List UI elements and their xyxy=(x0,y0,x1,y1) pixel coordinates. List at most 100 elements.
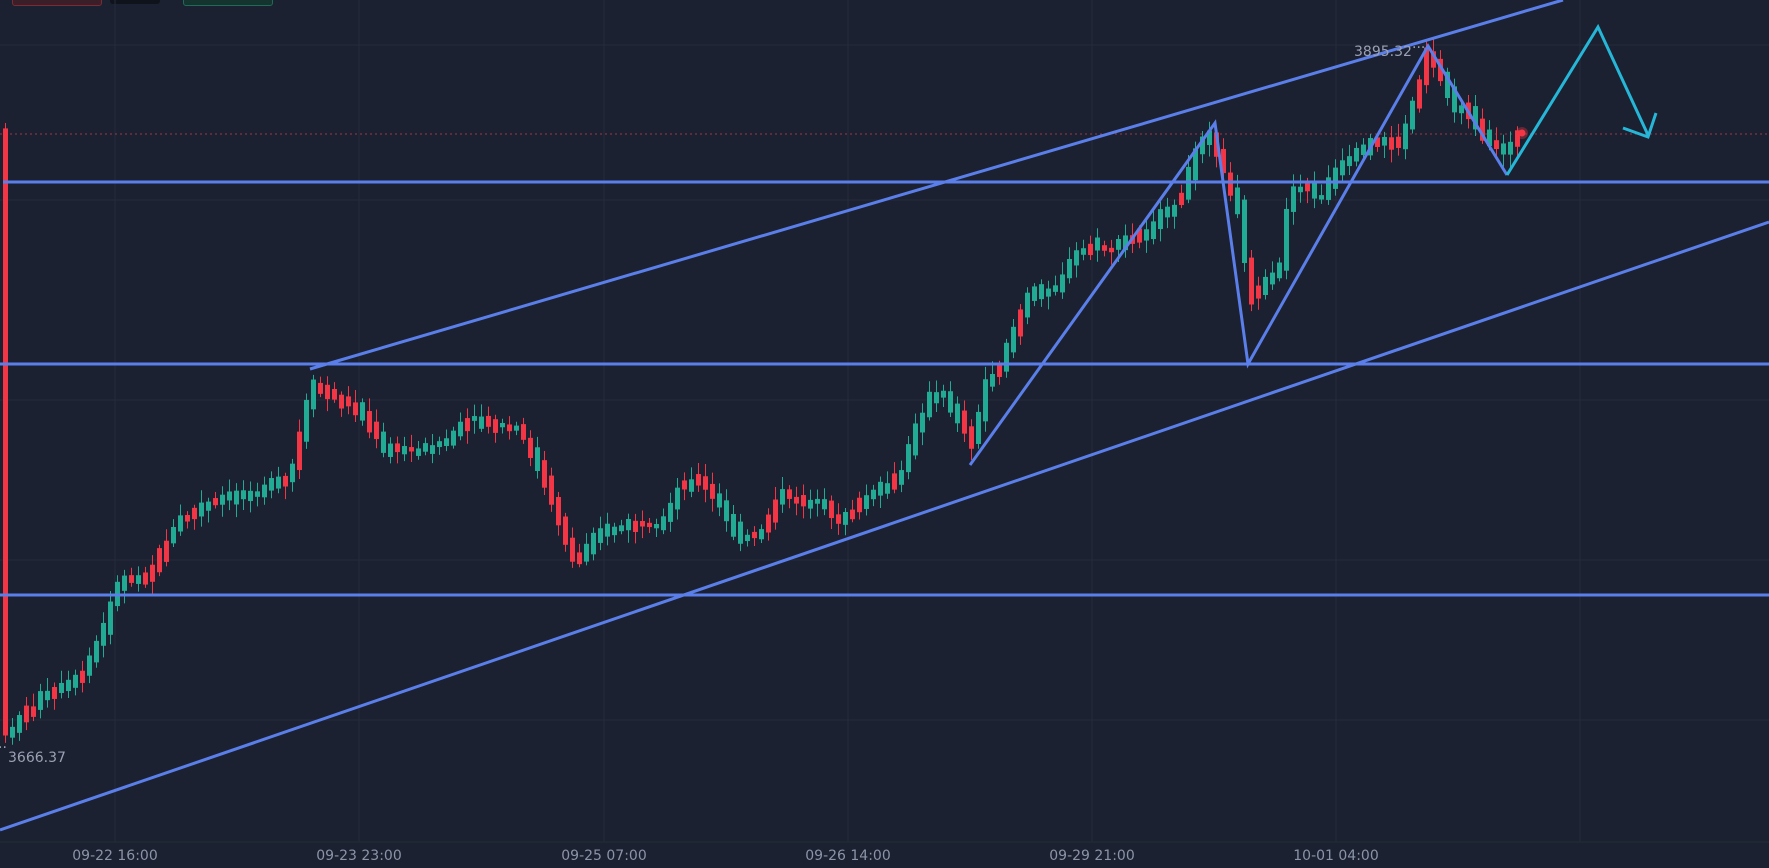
time-axis-label: 09-29 21:00 xyxy=(1049,848,1134,864)
candle-body xyxy=(850,509,855,520)
candle-body xyxy=(444,438,449,447)
candle-body xyxy=(990,373,995,387)
candle-body xyxy=(157,548,162,573)
candle-body xyxy=(353,402,358,416)
candle-body xyxy=(87,655,92,676)
candle-body xyxy=(1389,137,1394,150)
candle-body xyxy=(437,441,442,448)
top-button-buy[interactable] xyxy=(183,0,273,6)
candle-body xyxy=(640,520,645,527)
zigzag-pattern[interactable] xyxy=(968,43,1509,466)
low-price-marker: ·· xyxy=(0,740,7,756)
candle-body xyxy=(430,445,435,454)
candle-body xyxy=(934,392,939,404)
candle-body xyxy=(759,529,764,540)
candle-body xyxy=(360,402,365,421)
candle-body xyxy=(1312,182,1317,199)
candle-body xyxy=(549,475,554,505)
candle-body xyxy=(178,515,183,532)
candle-body xyxy=(339,394,344,409)
channel-upper-trendline[interactable] xyxy=(309,0,1564,371)
candle-body xyxy=(52,686,57,699)
candle-body xyxy=(1403,123,1408,150)
candle-body xyxy=(150,564,155,582)
candle-body xyxy=(1291,186,1296,212)
candle-body xyxy=(857,497,862,513)
candle-body xyxy=(710,483,715,499)
candle-body xyxy=(423,443,428,452)
candle-body xyxy=(1039,284,1044,300)
candle-body xyxy=(738,521,743,544)
candle-body xyxy=(1333,167,1338,189)
candle-body xyxy=(80,670,85,683)
candle-body xyxy=(794,496,799,504)
channel-lower-trendline[interactable] xyxy=(0,220,1769,832)
candle-body xyxy=(10,726,15,738)
candle-body xyxy=(563,516,568,545)
candle-body xyxy=(675,487,680,510)
projection-arrow-head xyxy=(1622,112,1658,139)
candle-body xyxy=(206,501,211,511)
candle-body xyxy=(1340,160,1345,176)
candle-body xyxy=(192,507,197,520)
candle-body xyxy=(234,490,239,505)
chart-grid xyxy=(0,0,1769,842)
candle-body xyxy=(283,475,288,487)
candle-body xyxy=(1326,177,1331,200)
candle-body xyxy=(948,391,953,413)
top-button-sell[interactable] xyxy=(12,0,102,6)
candle-body xyxy=(892,473,897,490)
candle-body xyxy=(171,527,176,544)
candle-body xyxy=(248,490,253,502)
time-axis-label: 09-25 07:00 xyxy=(561,848,646,864)
time-axis-label: 10-01 04:00 xyxy=(1293,848,1378,864)
candle-body xyxy=(1256,285,1261,299)
candle-body xyxy=(122,575,127,591)
candle-body xyxy=(402,446,407,455)
candle-body xyxy=(766,514,771,533)
candle-body xyxy=(1347,156,1352,167)
candle-body xyxy=(17,715,22,733)
candle-body xyxy=(528,437,533,458)
candle-body xyxy=(1410,100,1415,130)
candle-body xyxy=(878,481,883,496)
candle-body xyxy=(997,364,1002,377)
candle-body xyxy=(1158,209,1163,230)
candle-body xyxy=(101,622,106,646)
candle-body xyxy=(689,479,694,492)
candle-body xyxy=(66,679,71,692)
candle-body xyxy=(1025,292,1030,318)
candle-body xyxy=(465,418,470,432)
candle-body xyxy=(458,421,463,437)
candle-body xyxy=(332,388,337,400)
candle-body xyxy=(1053,285,1058,292)
low-price-label: 3666.37 xyxy=(8,750,66,766)
projection-path[interactable] xyxy=(1505,23,1650,176)
candle-body xyxy=(1284,208,1289,271)
candle-body xyxy=(325,384,330,400)
candle-body xyxy=(1263,276,1268,295)
candle-body xyxy=(1221,148,1226,174)
candle-body xyxy=(1151,221,1156,240)
high-price-label: 3895.32 xyxy=(1354,44,1412,60)
candle-body xyxy=(493,419,498,433)
candle-body xyxy=(976,411,981,444)
candle-body xyxy=(395,443,400,453)
time-axis-label: 09-22 16:00 xyxy=(72,848,157,864)
candle-body xyxy=(556,497,561,526)
candle-body xyxy=(542,460,547,488)
candle-body xyxy=(24,705,29,723)
candle-body xyxy=(1242,199,1247,264)
candle-body xyxy=(1011,326,1016,353)
candle-body xyxy=(913,423,918,456)
candle-body xyxy=(94,640,99,663)
candle-body xyxy=(871,489,876,500)
time-axis-label: 09-26 14:00 xyxy=(805,848,890,864)
candle-body xyxy=(731,514,736,537)
candle-body xyxy=(815,498,820,504)
candle-body xyxy=(1193,148,1198,181)
candle-body xyxy=(472,416,477,421)
candle-body xyxy=(1137,228,1142,243)
candle-body xyxy=(220,494,225,505)
